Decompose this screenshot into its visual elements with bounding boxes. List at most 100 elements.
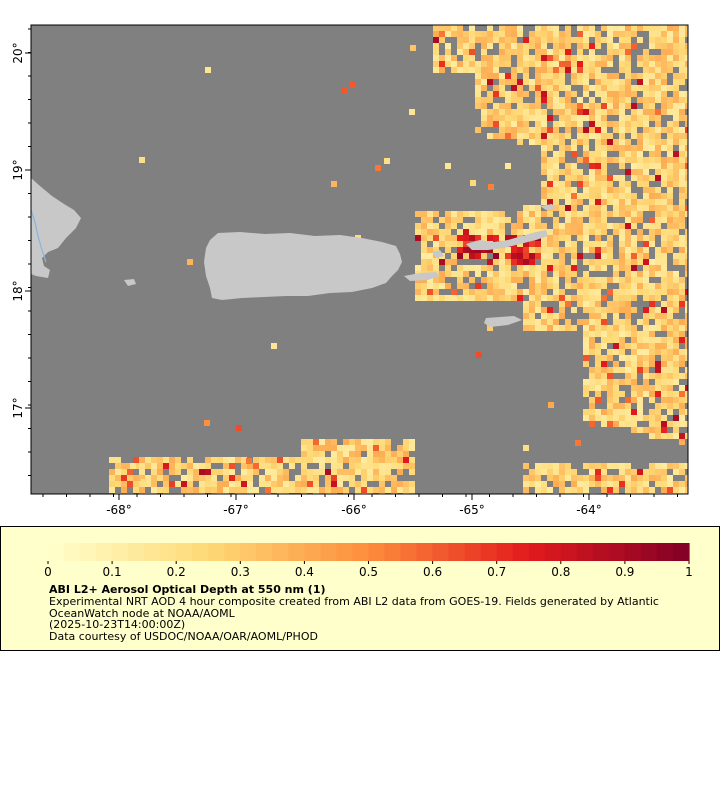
aod-pixel <box>517 85 523 91</box>
aod-pixel <box>469 61 475 67</box>
aod-pixel <box>241 475 247 481</box>
aod-pixel <box>655 325 661 331</box>
aod-pixel <box>565 247 571 253</box>
aod-pixel <box>523 61 529 67</box>
aod-pixel <box>601 115 607 121</box>
aod-pixel <box>619 109 625 115</box>
aod-pixel <box>535 97 541 103</box>
colorbar-swatch <box>416 543 434 561</box>
aod-pixel <box>625 319 631 325</box>
aod-pixel <box>379 451 385 457</box>
aod-pixel <box>553 319 559 325</box>
aod-pixel <box>469 31 475 37</box>
aod-pixel <box>679 127 685 133</box>
aod-pixel <box>523 67 529 73</box>
aod-pixel <box>505 127 511 133</box>
aod-pixel <box>511 121 517 127</box>
aod-pixel <box>529 475 535 481</box>
aod-pixel <box>577 181 583 187</box>
aod-pixel <box>283 469 289 475</box>
aod-pixel <box>637 367 643 373</box>
aod-pixel <box>115 463 121 469</box>
aod-pixel <box>565 235 571 241</box>
aod-pixel <box>481 265 487 271</box>
aod-pixel <box>655 85 661 91</box>
aod-pixel <box>607 43 613 49</box>
aod-pixel <box>385 463 391 469</box>
aod-pixel <box>661 181 667 187</box>
aod-pixel <box>193 487 199 493</box>
aod-pixel <box>205 487 211 493</box>
aod-pixel <box>367 463 373 469</box>
aod-pixel <box>493 109 499 115</box>
aod-pixel <box>613 259 619 265</box>
aod-pixel <box>679 373 685 379</box>
aod-pixel <box>121 469 127 475</box>
aod-pixel <box>571 139 577 145</box>
aod-pixel <box>679 211 685 217</box>
colorbar-tick-label: 0.2 <box>167 565 186 579</box>
aod-pixel <box>319 439 325 445</box>
aod-pixel <box>553 163 559 169</box>
aod-pixel <box>649 427 655 433</box>
aod-pixel <box>361 469 367 475</box>
aod-pixel <box>559 67 565 73</box>
aod-pixel <box>529 217 535 223</box>
aod-pixel <box>559 169 565 175</box>
aod-pixel <box>679 361 685 367</box>
aod-pixel <box>529 259 535 265</box>
aod-pixel <box>391 475 397 481</box>
map-panel[interactable]: -68° -67° -66° -65° -64° 20° 19° 18° 17° <box>0 0 720 520</box>
aod-pixel <box>523 313 529 319</box>
aod-pixel <box>499 55 505 61</box>
aod-pixel <box>517 55 523 61</box>
aod-pixel <box>619 337 625 343</box>
aod-pixel <box>673 355 679 361</box>
aod-pixel <box>553 235 559 241</box>
aod-pixel <box>505 253 511 259</box>
colorbar-swatch <box>496 543 514 561</box>
aod-pixel <box>325 469 331 475</box>
aod-pixel <box>469 223 475 229</box>
aod-pixel <box>505 259 511 265</box>
aod-pixel <box>685 229 688 235</box>
aod-pixel <box>463 55 469 61</box>
aod-pixel <box>553 463 559 469</box>
aod-pixel <box>625 325 631 331</box>
aod-pixel <box>577 73 583 79</box>
aod-pixel <box>583 385 589 391</box>
aod-pixel <box>643 361 649 367</box>
aod-pixel <box>445 211 451 217</box>
aod-pixel <box>619 379 625 385</box>
aod-pixel <box>141 479 147 485</box>
aod-pixel <box>547 475 553 481</box>
aod-pixel <box>685 97 688 103</box>
aod-pixel <box>589 211 595 217</box>
aod-pixel <box>643 337 649 343</box>
aod-pixel <box>649 409 655 415</box>
aod-map[interactable]: -68° -67° -66° -65° -64°20°19°18°17° <box>0 0 720 520</box>
aod-pixel <box>679 259 685 265</box>
aod-pixel <box>361 475 367 481</box>
aod-pixel <box>667 157 673 163</box>
aod-pixel <box>175 463 181 469</box>
aod-pixel <box>541 325 547 331</box>
aod-pixel <box>613 223 619 229</box>
aod-pixel <box>553 157 559 163</box>
aod-pixel <box>655 193 661 199</box>
aod-pixel <box>511 235 517 241</box>
aod-pixel <box>343 457 349 463</box>
aod-pixel <box>535 271 541 277</box>
aod-pixel <box>595 55 601 61</box>
aod-pixel <box>673 91 679 97</box>
aod-pixel <box>661 163 667 169</box>
aod-pixel <box>667 373 673 379</box>
aod-pixel <box>553 175 559 181</box>
aod-pixel <box>619 211 625 217</box>
aod-pixel <box>679 301 685 307</box>
aod-pixel <box>655 289 661 295</box>
aod-pixel <box>667 283 673 289</box>
aod-pixel <box>631 265 637 271</box>
aod-pixel <box>181 463 187 469</box>
aod-pixel <box>565 181 571 187</box>
